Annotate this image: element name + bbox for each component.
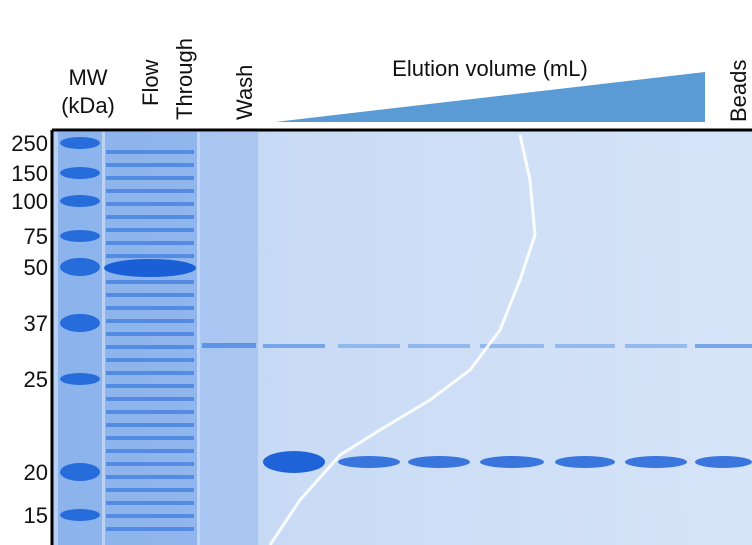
marker-label: 100 (11, 189, 48, 214)
marker-labels: 250 150 100 75 50 37 25 20 15 (11, 131, 48, 528)
band (625, 344, 687, 348)
band (106, 280, 194, 284)
band (106, 189, 194, 193)
lane-label: Beads (726, 60, 751, 122)
bands (58, 132, 752, 545)
band (106, 371, 194, 375)
elution-gradient (275, 72, 705, 122)
marker-band (60, 314, 100, 332)
band (338, 456, 400, 468)
band (106, 501, 194, 505)
band (555, 344, 615, 348)
band (625, 456, 687, 468)
band (202, 343, 256, 348)
band (106, 410, 194, 414)
marker-band (60, 230, 100, 242)
marker-label: 25 (24, 367, 48, 392)
marker-label: 150 (11, 161, 48, 186)
marker-lane (58, 132, 102, 545)
band (263, 344, 325, 348)
marker-band (60, 463, 100, 481)
band (106, 449, 194, 453)
band (106, 527, 194, 531)
band (480, 456, 544, 468)
band (106, 254, 194, 258)
lane-smear (200, 132, 258, 545)
band (106, 488, 194, 492)
marker-label: 15 (24, 503, 48, 528)
marker-label: 20 (24, 460, 48, 485)
lane-smear (105, 132, 197, 545)
band (263, 451, 325, 473)
band (408, 344, 470, 348)
mw-label: MW (68, 65, 107, 90)
band (106, 163, 194, 167)
band (555, 456, 615, 468)
band (106, 215, 194, 219)
band (106, 150, 194, 154)
band (695, 344, 752, 348)
band (106, 176, 194, 180)
marker-band (60, 373, 100, 385)
band (106, 202, 194, 206)
marker-band (60, 137, 100, 149)
band (106, 319, 194, 323)
band (106, 397, 194, 401)
marker-band (60, 167, 100, 179)
band (106, 241, 194, 245)
marker-label: 50 (24, 255, 48, 280)
band (106, 423, 194, 427)
marker-band (60, 258, 100, 276)
band (106, 306, 194, 310)
band (106, 462, 194, 466)
band (104, 259, 196, 277)
elution-label: Elution volume (mL) (392, 56, 588, 81)
mw-unit: (kDa) (61, 93, 115, 118)
lane-label: Wash (232, 65, 257, 120)
band (106, 293, 194, 297)
marker-label: 250 (11, 131, 48, 156)
marker-band (60, 195, 100, 207)
band (106, 436, 194, 440)
band (106, 514, 194, 518)
lane-label: Through (172, 38, 197, 120)
band (106, 384, 194, 388)
band (338, 344, 400, 348)
lane-label: Flow (138, 59, 163, 106)
marker-label: 37 (24, 311, 48, 336)
band (408, 456, 470, 468)
crack (268, 134, 537, 545)
band (480, 344, 544, 348)
band (106, 475, 194, 479)
band (106, 345, 194, 349)
band (695, 456, 752, 468)
band (106, 358, 194, 362)
band (106, 228, 194, 232)
band (106, 332, 194, 336)
marker-band (60, 509, 100, 521)
marker-label: 75 (24, 224, 48, 249)
